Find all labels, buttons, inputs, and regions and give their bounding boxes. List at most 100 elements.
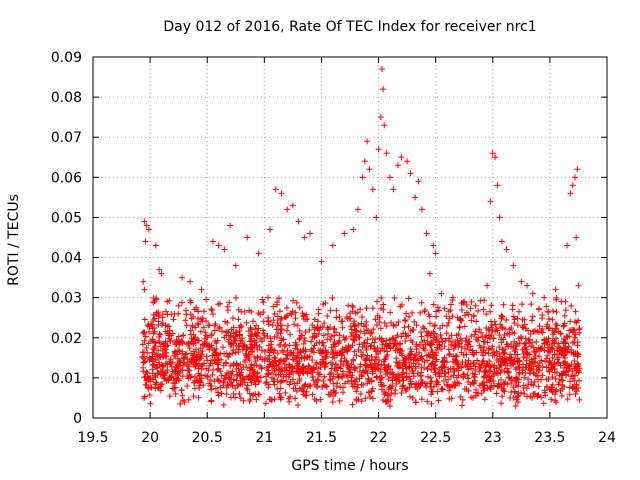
data-point (176, 339, 183, 346)
data-point (470, 313, 477, 320)
data-point (452, 352, 459, 359)
data-point (180, 332, 187, 339)
data-point (279, 368, 286, 375)
data-point (216, 300, 223, 307)
data-point (290, 369, 297, 376)
data-point (376, 357, 383, 364)
data-point (445, 376, 452, 383)
data-point (496, 344, 503, 351)
data-point (493, 356, 500, 363)
data-point (253, 342, 260, 349)
data-point (187, 278, 194, 285)
data-point (513, 381, 520, 388)
data-point (458, 306, 465, 313)
data-point (198, 372, 205, 379)
data-point (235, 306, 242, 313)
data-point (294, 402, 301, 409)
data-point (280, 377, 287, 384)
data-point (563, 369, 570, 376)
data-point (255, 378, 262, 385)
data-point (203, 353, 210, 360)
y-tick-label: 0.02 (51, 331, 82, 347)
data-point (392, 339, 399, 346)
data-point (432, 369, 439, 376)
data-point (203, 339, 210, 346)
data-point (379, 396, 386, 403)
data-point (558, 371, 565, 378)
data-point (301, 234, 308, 241)
data-point (533, 366, 540, 373)
data-point (489, 362, 496, 369)
data-point (490, 349, 497, 356)
data-point (339, 389, 346, 396)
data-point (141, 286, 148, 293)
data-point (468, 394, 475, 401)
data-point (467, 360, 474, 367)
data-point (528, 365, 535, 372)
data-point (308, 346, 315, 353)
data-point (457, 315, 464, 322)
data-point (412, 399, 419, 406)
data-point (295, 218, 302, 225)
data-point (562, 361, 569, 368)
data-point (171, 350, 178, 357)
data-point (392, 375, 399, 382)
data-point (282, 389, 289, 396)
data-point (177, 401, 184, 408)
data-point (566, 384, 573, 391)
data-point (255, 378, 262, 384)
data-point (244, 382, 251, 389)
data-point (255, 310, 262, 317)
data-point (206, 346, 213, 353)
data-point (511, 338, 518, 345)
data-point (498, 400, 505, 407)
data-point (247, 332, 254, 339)
data-point (567, 190, 574, 197)
data-point (204, 373, 211, 380)
data-point (407, 378, 414, 385)
data-point (343, 314, 350, 321)
data-point (166, 358, 173, 365)
data-point (424, 332, 431, 339)
data-point (167, 338, 174, 345)
data-point (423, 380, 430, 387)
y-axis-ticks: 0 0.01 0.02 0.03 0.04 0.05 0.06 0.07 0.08 0.09 (51, 50, 607, 427)
data-point (141, 218, 148, 225)
data-point (197, 379, 204, 386)
data-point (231, 336, 238, 343)
data-point (428, 400, 435, 407)
data-point (301, 353, 308, 360)
data-point (467, 305, 474, 312)
data-point (190, 335, 197, 342)
data-point (222, 318, 229, 325)
data-point (469, 347, 476, 354)
data-point (198, 366, 205, 373)
data-point (571, 372, 578, 379)
data-point (299, 310, 306, 317)
data-point (199, 341, 206, 348)
data-point (257, 363, 264, 370)
data-point (412, 384, 419, 391)
data-point (481, 339, 488, 346)
data-point (235, 343, 242, 350)
data-point (553, 308, 560, 315)
data-point (296, 378, 303, 385)
data-point (277, 341, 284, 348)
data-point (238, 369, 245, 376)
data-point (169, 385, 176, 392)
data-point (380, 338, 387, 345)
data-point (223, 329, 230, 336)
data-point (405, 323, 412, 330)
data-point (153, 309, 160, 316)
data-point (159, 347, 166, 354)
data-point (349, 342, 356, 349)
data-point (247, 345, 254, 352)
data-point (569, 182, 576, 189)
data-point (433, 313, 440, 320)
data-point (235, 365, 242, 372)
data-point (480, 357, 487, 364)
data-point (236, 390, 243, 397)
data-point (510, 262, 517, 269)
data-point (357, 390, 364, 397)
data-point (465, 387, 472, 394)
